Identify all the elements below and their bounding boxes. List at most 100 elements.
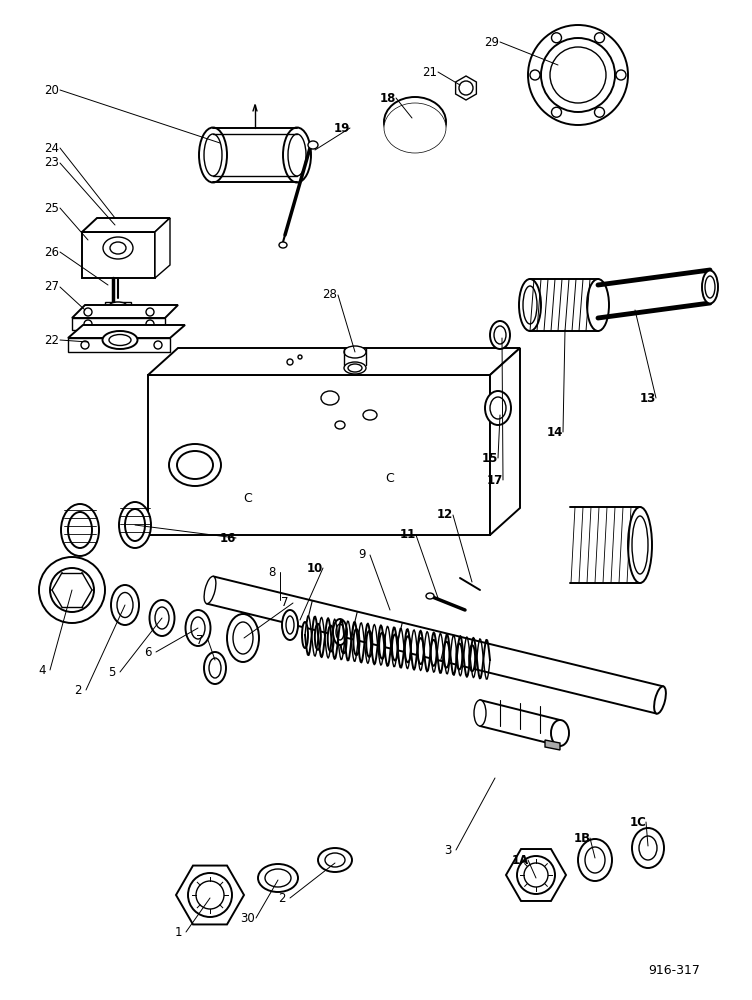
Circle shape [595,33,605,43]
Ellipse shape [233,622,253,654]
Text: 27: 27 [44,280,59,294]
Text: 6: 6 [144,646,152,658]
Circle shape [84,308,92,316]
Ellipse shape [199,127,227,182]
Circle shape [551,107,562,117]
Ellipse shape [109,302,127,310]
Circle shape [528,25,628,125]
Text: 9: 9 [358,548,365,562]
Text: 20: 20 [44,84,59,97]
Text: 21: 21 [423,66,438,79]
Text: 2: 2 [278,892,286,904]
Text: 23: 23 [44,156,59,169]
Text: 30: 30 [241,912,256,924]
Text: 19: 19 [334,121,350,134]
Ellipse shape [366,631,372,657]
Ellipse shape [384,103,446,153]
Text: 14: 14 [547,426,563,438]
Ellipse shape [474,700,486,726]
Ellipse shape [519,279,541,331]
Ellipse shape [639,836,657,860]
Polygon shape [82,218,170,232]
Text: 1B: 1B [574,832,590,844]
Ellipse shape [392,635,398,660]
Ellipse shape [103,237,133,259]
Polygon shape [68,338,170,352]
Ellipse shape [318,848,352,872]
Ellipse shape [204,576,216,604]
Ellipse shape [68,512,92,548]
Text: 2: 2 [74,684,82,696]
Ellipse shape [341,627,347,653]
Text: 29: 29 [484,35,499,48]
Circle shape [517,856,555,894]
Ellipse shape [628,507,652,583]
Ellipse shape [227,614,259,662]
Ellipse shape [102,331,138,349]
Polygon shape [155,218,170,278]
Text: 28: 28 [323,288,338,302]
Ellipse shape [288,134,306,176]
Ellipse shape [61,504,99,556]
Ellipse shape [632,828,664,868]
Text: 8: 8 [268,566,276,578]
Polygon shape [72,305,178,318]
Circle shape [530,70,540,80]
Ellipse shape [279,242,287,248]
Ellipse shape [186,610,211,646]
Polygon shape [148,348,520,375]
Ellipse shape [177,451,213,479]
Text: C: C [386,472,394,485]
Ellipse shape [578,839,612,881]
Ellipse shape [444,642,450,668]
Ellipse shape [333,619,347,645]
Ellipse shape [315,624,321,650]
Ellipse shape [348,364,362,372]
Text: 7: 7 [196,634,204,647]
Ellipse shape [469,645,475,671]
Ellipse shape [204,134,222,176]
Text: 1A: 1A [511,854,529,866]
Ellipse shape [258,864,298,892]
Circle shape [50,568,94,612]
Text: 13: 13 [640,391,656,404]
Ellipse shape [110,242,126,254]
Circle shape [550,47,606,103]
Text: C: C [244,491,253,504]
Text: 4: 4 [38,664,46,676]
Circle shape [196,881,224,909]
Circle shape [81,341,89,349]
Ellipse shape [283,127,311,182]
Circle shape [188,873,232,917]
Ellipse shape [426,593,434,599]
Ellipse shape [523,286,537,324]
Ellipse shape [204,652,226,684]
Ellipse shape [632,516,648,574]
Ellipse shape [308,141,318,149]
Text: 1C: 1C [629,816,647,828]
Circle shape [146,320,154,328]
Ellipse shape [490,397,506,419]
Text: 25: 25 [44,202,59,215]
Ellipse shape [117,592,133,617]
Text: 22: 22 [44,334,59,347]
Circle shape [84,320,92,328]
Text: 15: 15 [482,452,498,464]
Ellipse shape [654,686,666,714]
Ellipse shape [321,391,339,405]
Text: 18: 18 [380,92,396,104]
Text: 916-317: 916-317 [648,964,700,976]
Text: 10: 10 [307,562,323,574]
Ellipse shape [551,720,569,746]
Ellipse shape [705,276,715,298]
Circle shape [154,341,162,349]
Ellipse shape [417,638,423,664]
Circle shape [551,33,562,43]
Polygon shape [105,302,131,310]
Circle shape [287,359,293,365]
Text: 3: 3 [444,844,452,856]
Polygon shape [148,375,490,535]
Ellipse shape [286,616,294,634]
Ellipse shape [282,610,298,640]
Ellipse shape [344,346,366,358]
